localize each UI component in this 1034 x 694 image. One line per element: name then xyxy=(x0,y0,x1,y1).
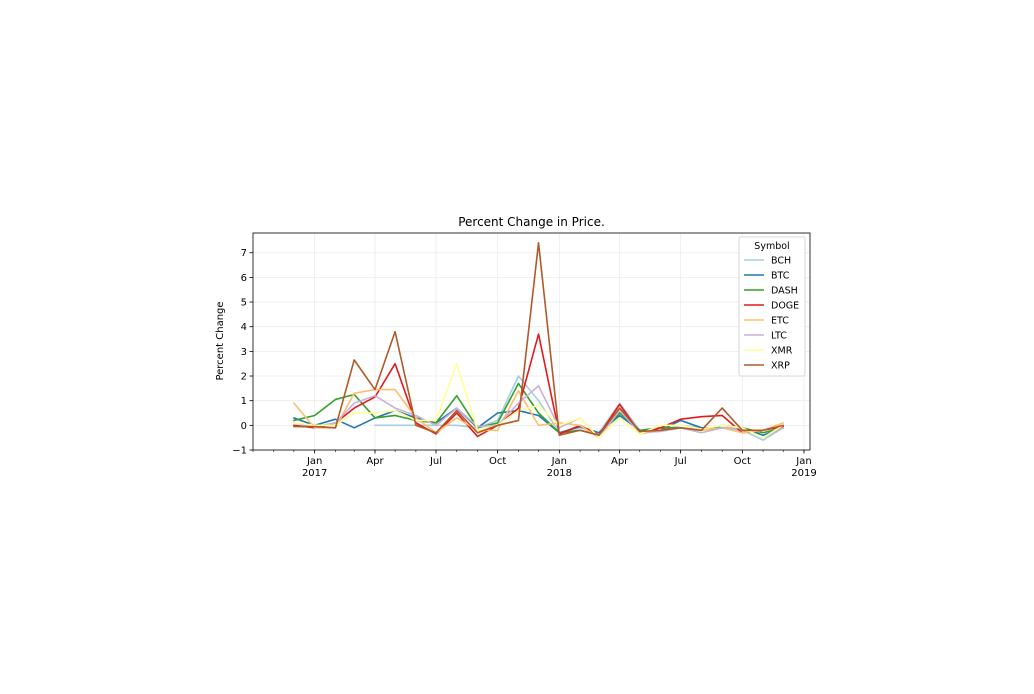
y-axis: −1 0 1 2 3 4 5 6 7 xyxy=(232,248,253,457)
legend-label-ltc[interactable]: LTC xyxy=(771,331,787,342)
x-tick-label: Jan xyxy=(551,456,567,467)
y-tick-label: 7 xyxy=(241,248,247,259)
series-line-ltc xyxy=(293,385,784,439)
y-tick-label: 5 xyxy=(241,298,247,309)
x-tick-label: Apr xyxy=(611,456,629,467)
plot-area xyxy=(253,233,810,450)
legend-label-etc[interactable]: ETC xyxy=(771,316,789,327)
series-line-xrp xyxy=(293,242,784,436)
x-tick-label: Oct xyxy=(489,456,506,467)
legend-box xyxy=(738,236,806,377)
x-tick-label: Jul xyxy=(674,456,687,467)
y-tick-label: 4 xyxy=(241,322,247,333)
x-tick-label: Apr xyxy=(366,456,384,467)
legend-label-bch[interactable]: BCH xyxy=(771,256,791,267)
legend[interactable]: Symbol BCH BTC DASH DOGE ETC LTC XMR XRP xyxy=(738,236,806,377)
legend-label-dash[interactable]: DASH xyxy=(771,286,798,297)
legend-label-xrp[interactable]: XRP xyxy=(771,361,790,372)
x-tick-label: Oct xyxy=(734,456,751,467)
x-tick-year-label: 2017 xyxy=(302,468,327,479)
legend-label-xmr[interactable]: XMR xyxy=(771,346,793,357)
plot-frame xyxy=(252,232,811,451)
legend-items: BCH BTC DASH DOGE ETC LTC XMR XRP xyxy=(744,256,799,372)
y-tick-label: 2 xyxy=(241,372,247,383)
y-tick-label: 6 xyxy=(241,273,247,284)
series-line-xmr xyxy=(293,362,784,439)
y-tick-label: 3 xyxy=(241,347,247,358)
legend-label-doge[interactable]: DOGE xyxy=(771,301,799,312)
y-tick-label: −1 xyxy=(232,446,247,457)
y-axis-label: Percent Change xyxy=(215,301,226,380)
x-tick-label: Jan xyxy=(306,456,322,467)
x-tick-year-label: 2019 xyxy=(791,468,816,479)
y-tick-label: 0 xyxy=(241,421,247,432)
legend-label-btc[interactable]: BTC xyxy=(771,271,790,282)
chart-title: Percent Change in Price. xyxy=(458,215,605,229)
x-tick-year-label: 2018 xyxy=(547,468,572,479)
x-tick-label: Jul xyxy=(429,456,442,467)
y-tick-label: 1 xyxy=(241,396,247,407)
legend-title: Symbol xyxy=(754,241,789,252)
x-tick-label: Jan xyxy=(795,456,811,467)
series-line-doge xyxy=(293,333,784,438)
series-lines xyxy=(293,242,784,441)
